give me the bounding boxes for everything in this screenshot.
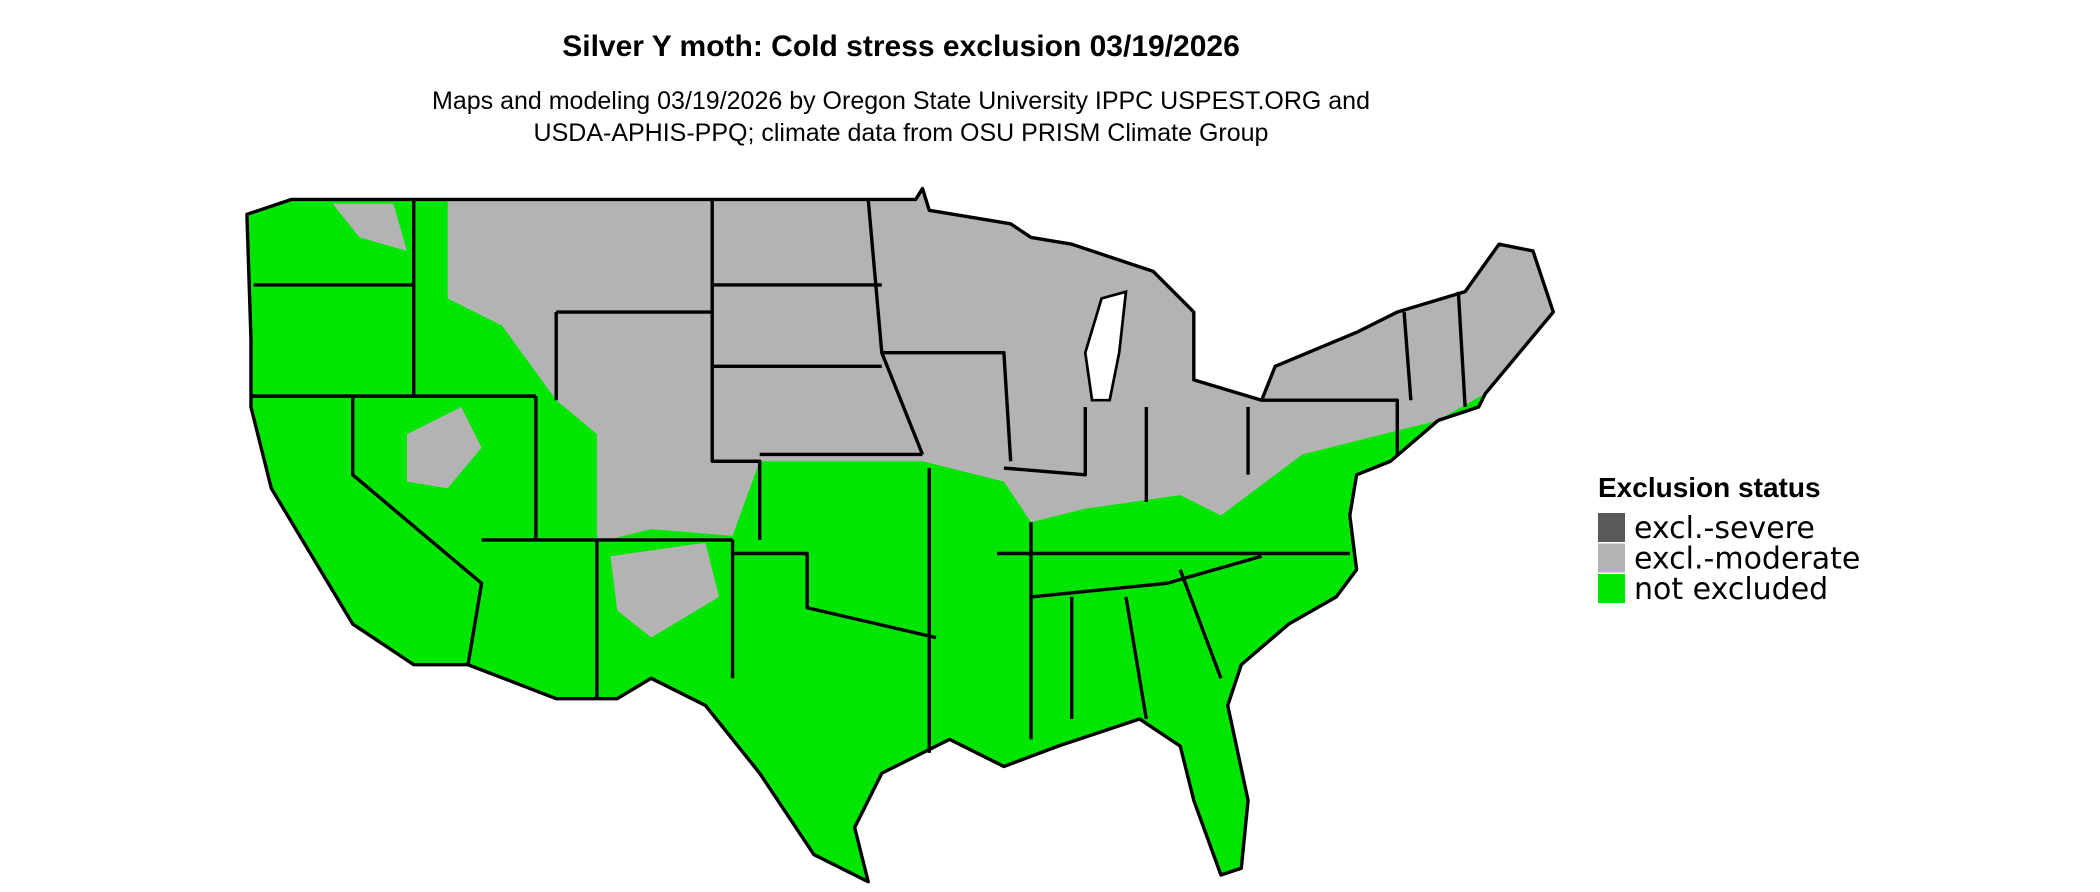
legend-swatch	[1598, 574, 1625, 603]
country-outline	[245, 186, 1556, 884]
excluded-moderate-patch	[332, 203, 719, 638]
us-map	[245, 186, 1556, 884]
map-subtitle: Maps and modeling 03/19/2026 by Oregon S…	[432, 87, 1370, 115]
legend-label: not excluded	[1634, 572, 1828, 607]
lake-michigan	[1083, 289, 1128, 402]
legend-label: excl.-moderate	[1634, 542, 1860, 577]
legend-swatch	[1598, 543, 1625, 573]
map-title: Silver Y moth: Cold stress exclusion 03/…	[562, 30, 1240, 63]
excluded-moderate-area	[447, 188, 1554, 543]
legend-title: Exclusion status	[1598, 472, 1821, 503]
state-borders	[250, 199, 1467, 753]
legend-swatch	[1598, 513, 1625, 542]
map-subtitle: USDA-APHIS-PPQ; climate data from OSU PR…	[534, 119, 1269, 147]
legend-label: excl.-severe	[1634, 511, 1815, 546]
